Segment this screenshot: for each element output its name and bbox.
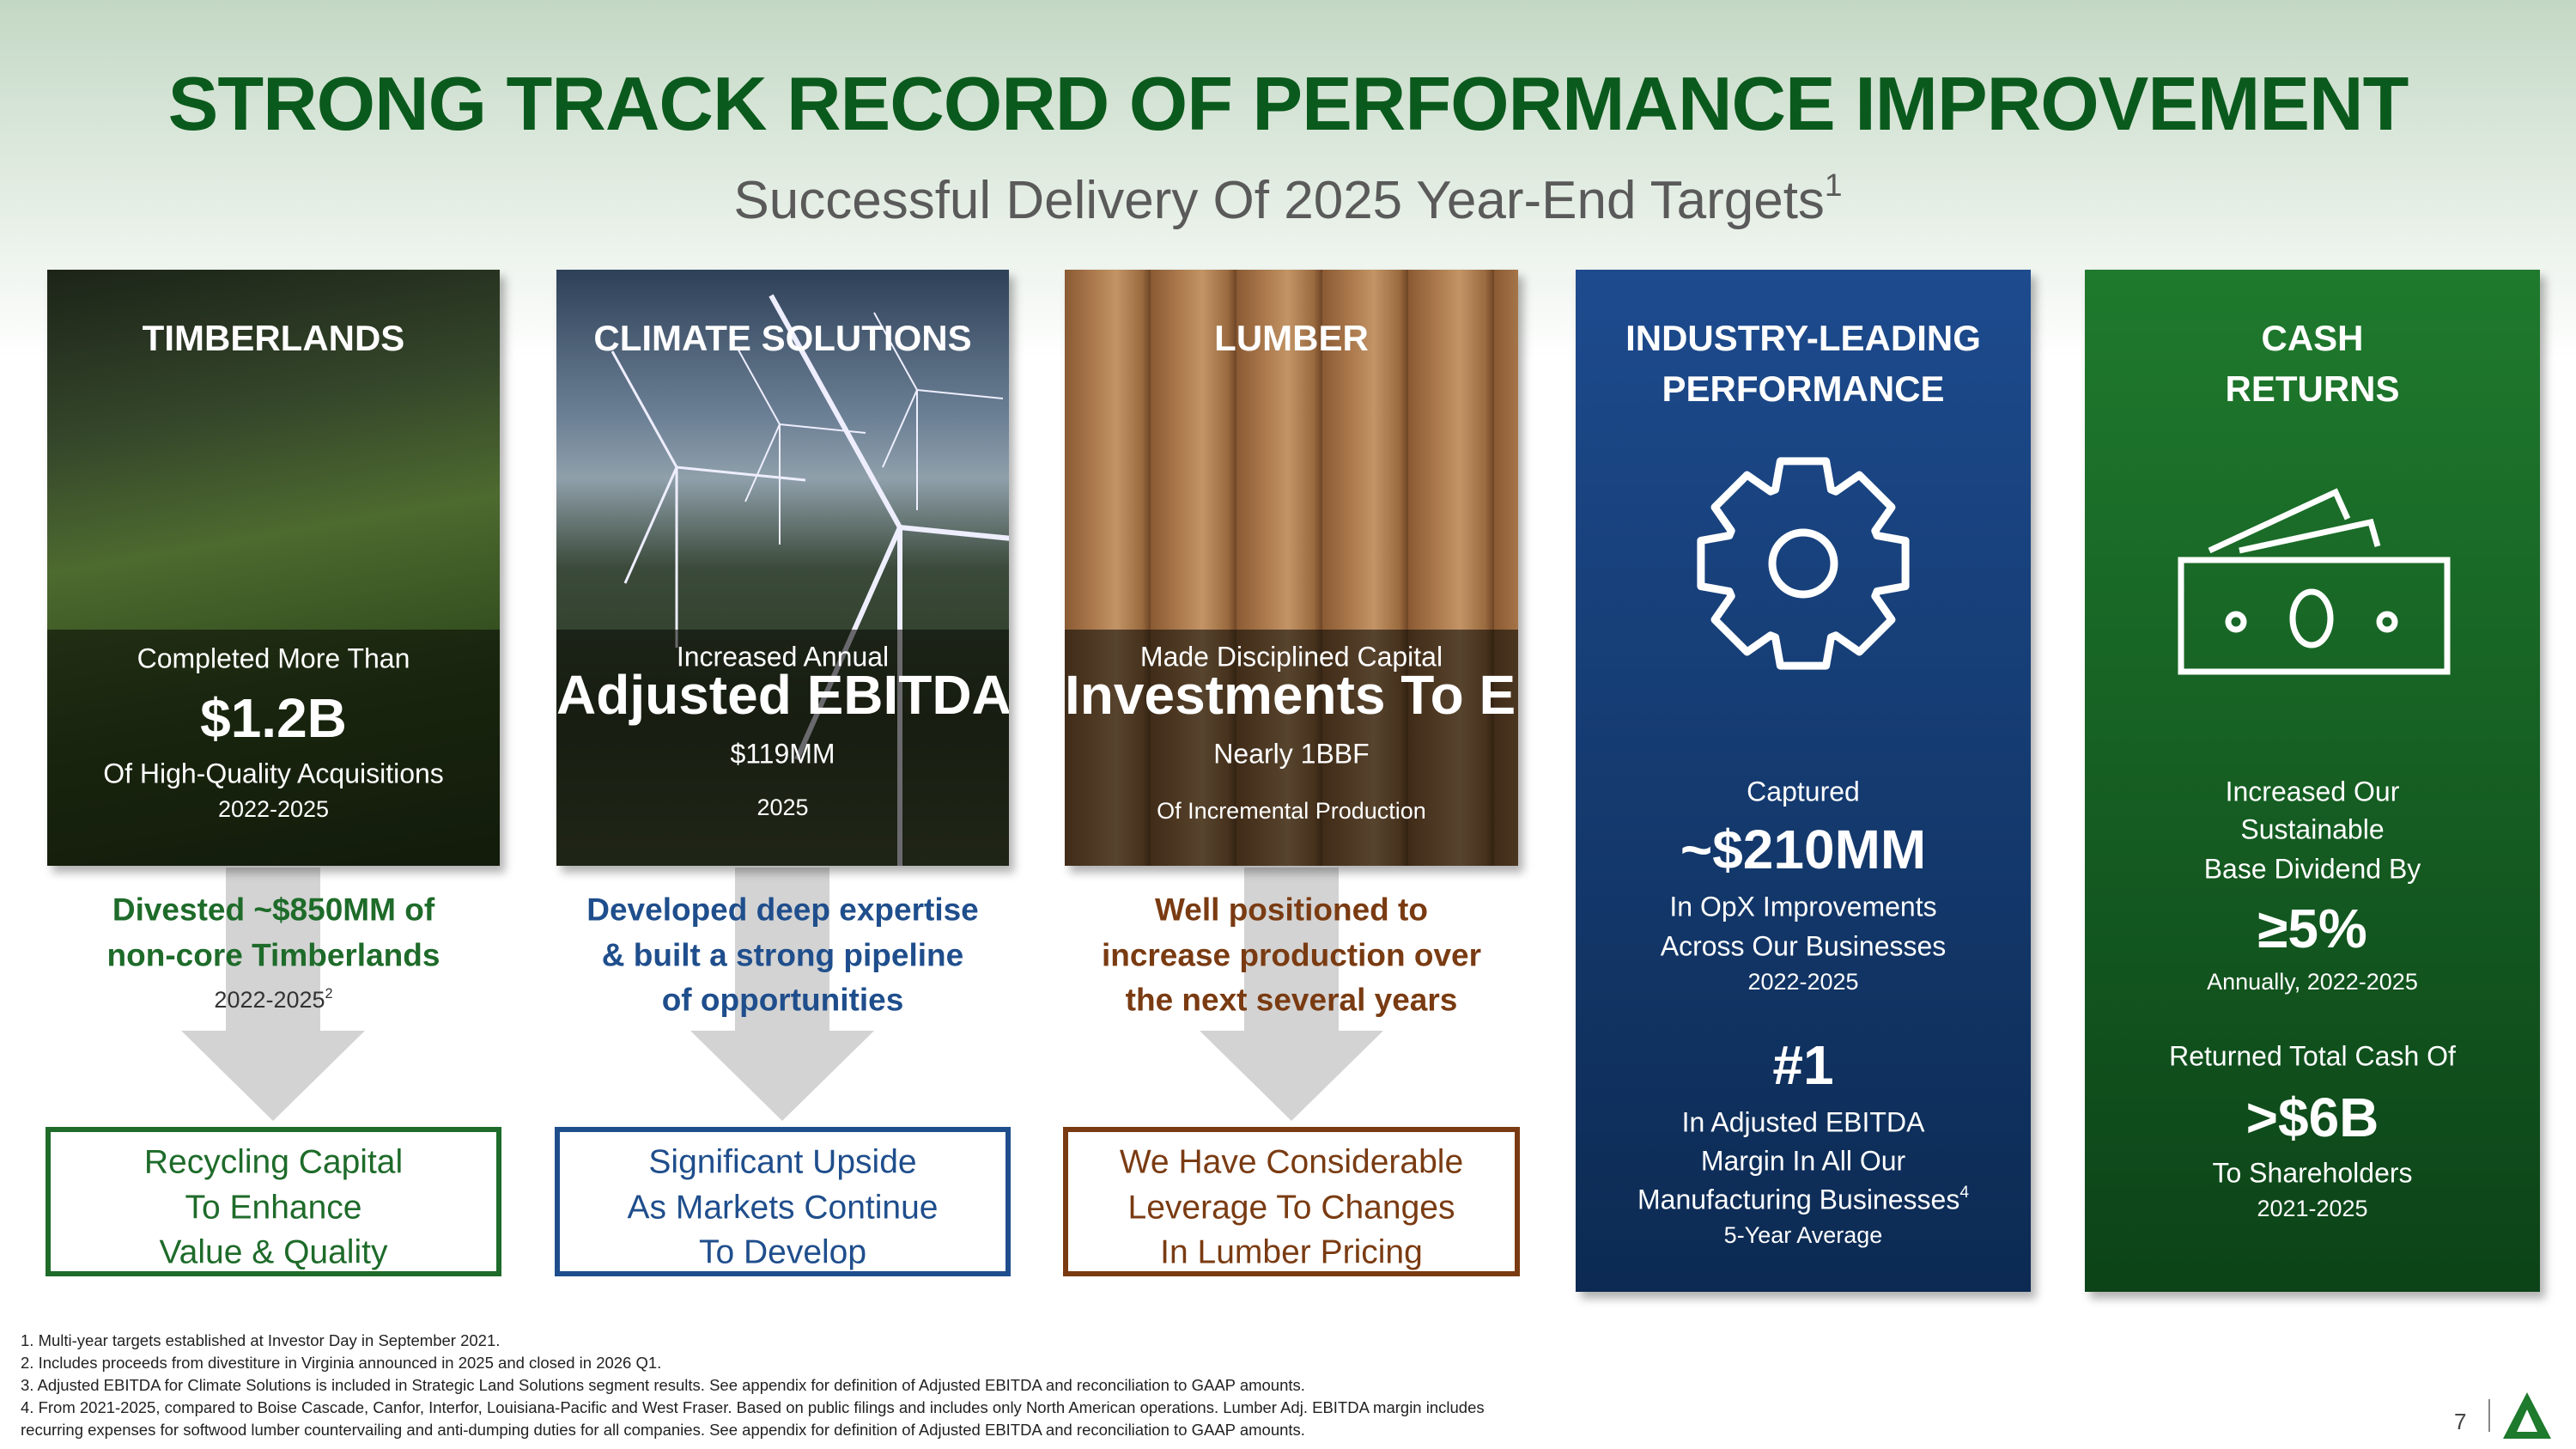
text-line: Well positioned to xyxy=(1155,892,1428,928)
gear xyxy=(1697,457,1910,670)
logo xyxy=(2488,1392,2551,1439)
callout-box xyxy=(46,1127,501,1276)
text-line: Sustainable xyxy=(2240,813,2385,845)
text-line: & built a strong pipeline xyxy=(601,937,964,973)
money xyxy=(2178,488,2451,675)
footnote-ref: 2 xyxy=(325,985,333,1002)
text-line: the next several years xyxy=(1125,982,1458,1018)
page-number: 7 xyxy=(2454,1409,2467,1434)
text-line: Made Disciplined Capital xyxy=(1139,641,1443,673)
text-line: Developed deep expertise xyxy=(586,892,979,928)
text-line: of opportunities xyxy=(661,982,904,1018)
text-line: ~$210MM xyxy=(1680,818,1927,880)
text: Manufacturing Businesses xyxy=(1637,1184,1960,1215)
text-line: To Develop xyxy=(698,1233,867,1271)
text-line: Adjusted EBITDA3 To xyxy=(556,665,1009,725)
title: STRONG TRACK RECORD OF PERFORMANCE IMPRO… xyxy=(167,61,2409,146)
text-line: 2022-2025 xyxy=(1747,969,1859,995)
text-line: We Have Considerable xyxy=(1119,1143,1464,1181)
overlay xyxy=(1065,630,1518,866)
text-line: To Enhance xyxy=(185,1189,362,1227)
turbine xyxy=(736,346,866,545)
subtitle: Successful Delivery Of 2025 Year-End Tar… xyxy=(0,166,2576,231)
turbine xyxy=(873,312,1004,510)
text: 2022-2025 xyxy=(214,987,325,1014)
text-line: 2021-2025 xyxy=(2257,1196,2368,1222)
gear-hole xyxy=(1768,528,1838,599)
panel: CASH RETURNS Increased Our Sustainable Base … xyxy=(2085,270,2540,1292)
text-line: Divested ~$850MM of xyxy=(112,892,435,928)
arrow xyxy=(1200,868,1383,1121)
text-line: $1.2B xyxy=(200,686,347,749)
icon xyxy=(2178,488,2451,675)
footnote: 4. From 2021-2025, compared to Boise Cas… xyxy=(21,1398,1485,1439)
text-line: Of High-Quality Acquisitions xyxy=(103,758,444,789)
panel: LUMBER Made Disciplined Capital Investment… xyxy=(1065,270,1518,866)
text-line: Increased Annual xyxy=(676,641,890,673)
text: Adjusted EBITDA xyxy=(556,663,1009,726)
text-line: non-core Timberlands xyxy=(106,937,440,973)
text-line: LUMBER xyxy=(1214,317,1369,358)
panel: TIMBERLANDS Completed More Than $1.2B Of Hi… xyxy=(47,270,500,866)
footnote: 1. Multi-year targets established at Inv… xyxy=(21,1331,501,1349)
text-line: Captured xyxy=(1747,776,1860,807)
callout-box xyxy=(1063,1127,1520,1276)
text-line: CASH xyxy=(2261,317,2364,358)
text-line: Value & Quality xyxy=(159,1233,388,1271)
text-line: Leverage To Changes xyxy=(1127,1189,1455,1227)
text-line: #1 xyxy=(1772,1033,1834,1096)
panel: CLIMATE SOLUTIONS Increased Annual Adjuste… xyxy=(556,270,1009,866)
text-line: 2025 xyxy=(756,795,809,821)
overlay xyxy=(47,630,500,866)
text-line: INDUSTRY-LEADING xyxy=(1625,317,1981,358)
text-line: In Lumber Pricing xyxy=(1160,1233,1423,1271)
text-line: Completed More Than xyxy=(137,642,410,674)
text-line: Of Incremental Production xyxy=(1157,798,1426,825)
footnotes: 1. Multi-year targets established at Inv… xyxy=(21,1330,1540,1441)
text-line: Across Our Businesses xyxy=(1660,930,1947,962)
text-line: ≥5% xyxy=(2257,897,2367,959)
arrow xyxy=(181,868,365,1121)
text-line: 2022-20252 xyxy=(47,985,500,1014)
icon xyxy=(1697,457,1910,670)
subtitle-text: Successful Delivery Of 2025 Year-End Tar… xyxy=(733,171,1825,230)
text-line: increase production over xyxy=(1101,937,1482,973)
logo-mark xyxy=(2517,1409,2537,1432)
text-line: 5-Year Average xyxy=(1723,1222,1883,1249)
text-line: In Adjusted EBITDA xyxy=(1681,1106,1925,1138)
text-line: >$6B xyxy=(2245,1086,2379,1148)
text-line: RETURNS xyxy=(2225,368,2400,409)
text-line: Annually, 2022-2025 xyxy=(2207,969,2418,995)
text-line: Base Dividend By xyxy=(2203,853,2421,885)
text-line: Increased Our xyxy=(2225,776,2400,807)
text-line: 2022-2025 xyxy=(217,796,330,823)
text-line: TIMBERLANDS xyxy=(142,317,405,358)
text-line: Returned Total Cash Of xyxy=(2169,1040,2456,1072)
turbine xyxy=(611,350,806,648)
text-line: To Shareholders xyxy=(2212,1157,2413,1189)
text-line: Manufacturing Businesses4 xyxy=(1576,1184,2031,1215)
callout-box xyxy=(555,1127,1011,1276)
arrow xyxy=(690,868,874,1121)
overlay xyxy=(556,630,1009,866)
footnote: 2. Includes proceeds from divestiture in… xyxy=(21,1354,662,1372)
text-line: CLIMATE SOLUTIONS xyxy=(593,317,972,358)
footnote: 3. Adjusted EBITDA for Climate Solutions… xyxy=(21,1376,1305,1394)
text-line: Margin In All Our xyxy=(1700,1145,1906,1177)
text-line: PERFORMANCE xyxy=(1662,368,1945,409)
text-line: Recycling Capital xyxy=(143,1143,404,1181)
text-line: Investments To Enable xyxy=(1065,663,1518,726)
panel: INDUSTRY-LEADING PERFORMANCE Captured ~$210… xyxy=(1576,270,2031,1292)
footnote-ref: 1 xyxy=(1824,166,1843,203)
text-line: In OpX Improvements xyxy=(1669,891,1937,922)
text-line: Nearly 1BBF xyxy=(1213,738,1370,770)
text-line: Significant Upside xyxy=(648,1143,917,1181)
text-line: As Markets Continue xyxy=(627,1189,939,1227)
text-line: $119MM xyxy=(730,738,835,770)
footnote-ref: 4 xyxy=(1959,1183,1969,1202)
